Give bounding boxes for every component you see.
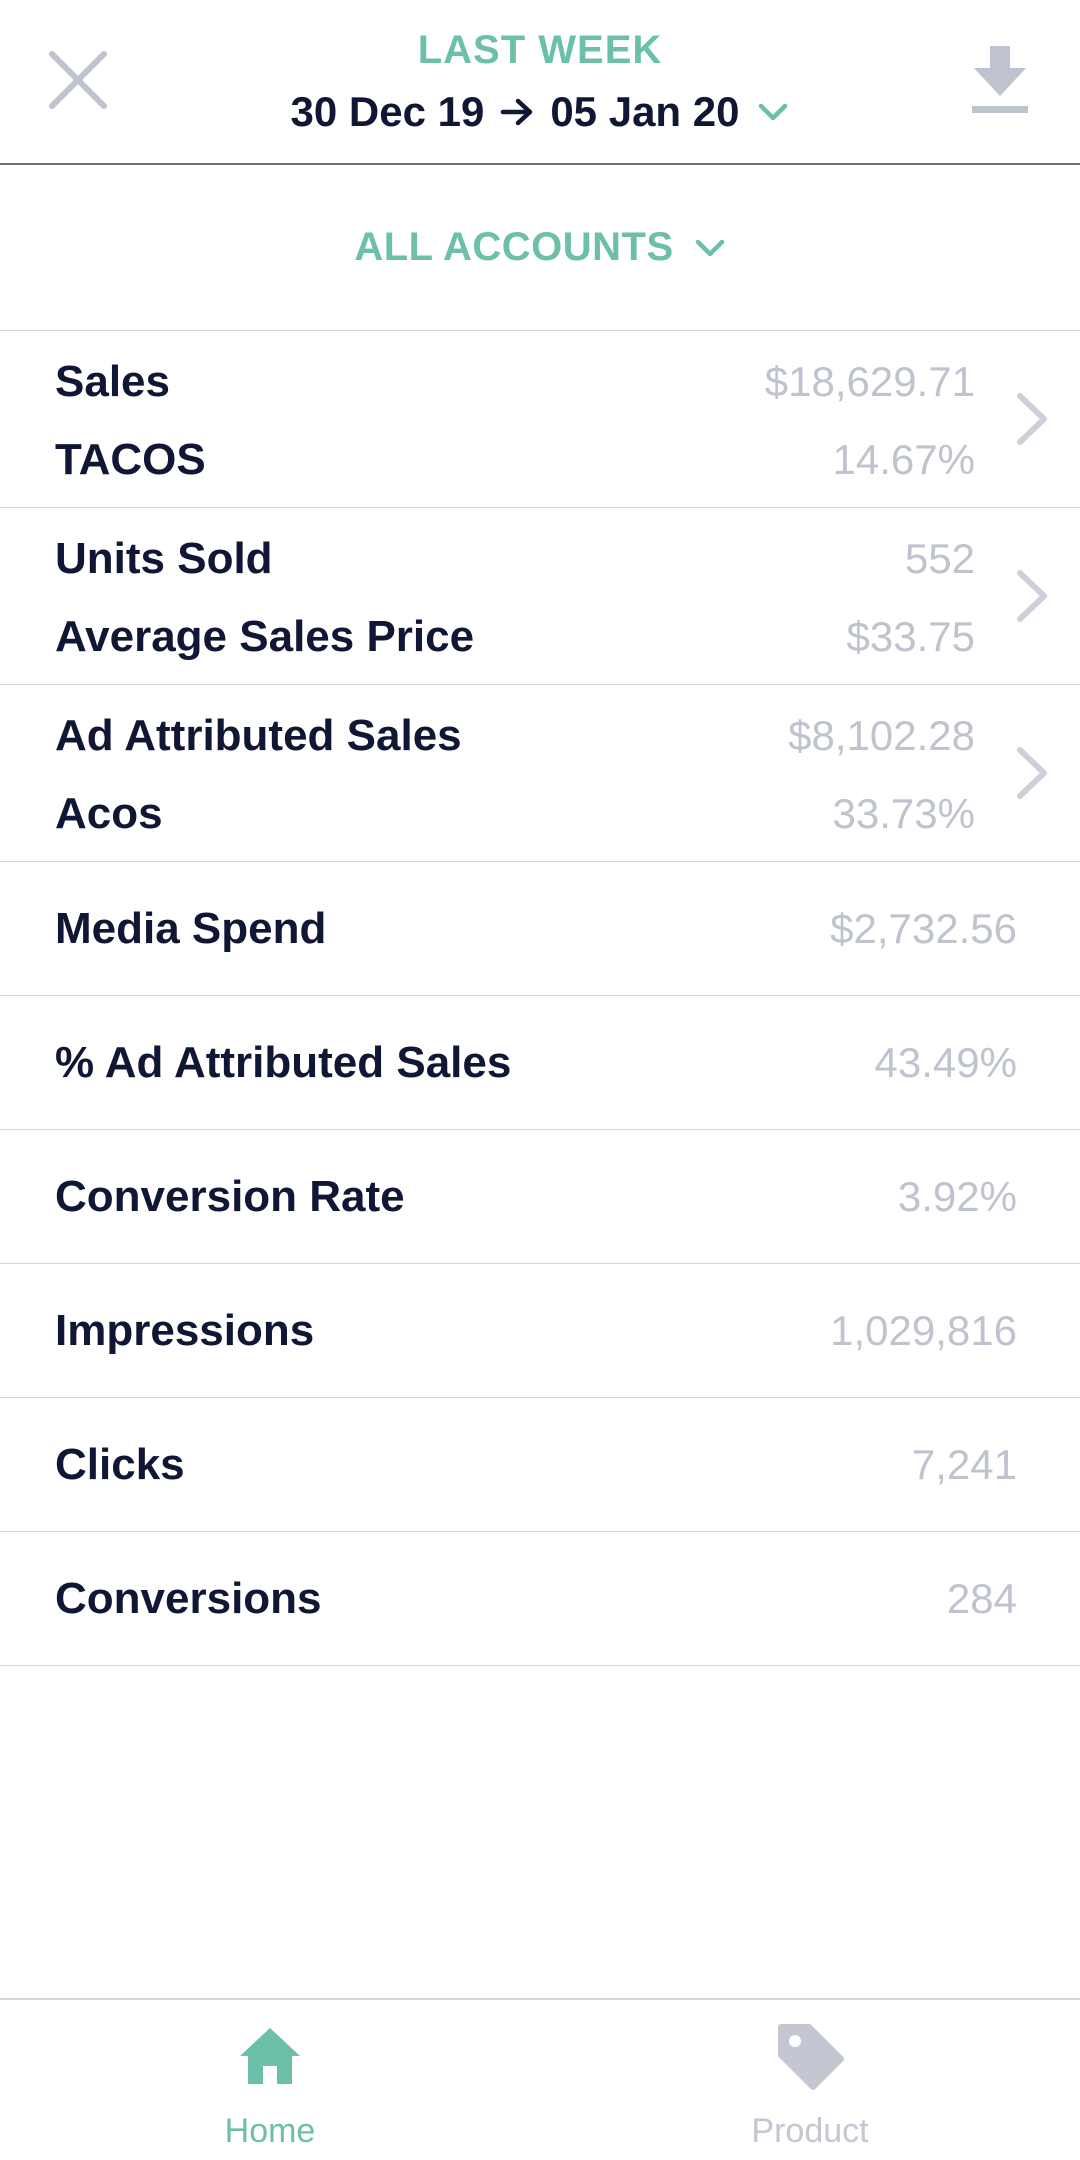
metric-label: Clicks xyxy=(55,1439,185,1489)
metric-value: 552 xyxy=(904,535,975,582)
metric-group-ad-sales[interactable]: Ad Attributed Sales $8,102.28 Acos 33.73… xyxy=(0,685,1080,862)
download-icon xyxy=(972,46,1028,113)
metric-row: Conversions 284 xyxy=(0,1532,1080,1666)
metric-label: Acos xyxy=(55,789,163,838)
chevron-right-icon xyxy=(1008,743,1056,803)
metric-value: $8,102.28 xyxy=(788,712,975,759)
chevron-right-icon xyxy=(1008,566,1056,626)
metric-row: % Ad Attributed Sales 43.49% xyxy=(0,996,1080,1130)
metric-label: Media Spend xyxy=(55,903,327,953)
metric-value: 33.73% xyxy=(832,790,975,837)
metric-label: Average Sales Price xyxy=(55,612,475,661)
metric-row: Conversion Rate 3.92% xyxy=(0,1130,1080,1264)
metric-label: Ad Attributed Sales xyxy=(55,711,462,760)
metric-label: Sales xyxy=(55,357,170,406)
metric-row: Media Spend $2,732.56 xyxy=(0,862,1080,996)
metric-row: Impressions 1,029,816 xyxy=(0,1264,1080,1398)
metric-label: Units Sold xyxy=(55,534,273,583)
metric-group-sales[interactable]: Sales $18,629.71 TACOS 14.67% xyxy=(0,331,1080,508)
download-button[interactable] xyxy=(960,40,1040,120)
tab-home[interactable]: Home xyxy=(0,2000,540,2160)
tab-home-label: Home xyxy=(224,2112,316,2150)
date-range-selector[interactable]: 30 Dec 19 05 Jan 20 xyxy=(0,88,1080,136)
metric-value: 284 xyxy=(946,1574,1017,1622)
close-icon xyxy=(49,51,107,109)
period-label: LAST WEEK xyxy=(417,28,663,72)
metric-value: $18,629.71 xyxy=(764,358,975,405)
tab-product[interactable]: Product xyxy=(540,2000,1080,2160)
home-icon xyxy=(232,2018,308,2094)
header: LAST WEEK 30 Dec 19 05 Jan 20 xyxy=(0,0,1080,165)
chevron-down-icon xyxy=(757,101,789,123)
metric-label: Impressions xyxy=(55,1305,315,1355)
date-end: 05 Jan 20 xyxy=(550,88,740,135)
metric-value: 7,241 xyxy=(911,1440,1017,1488)
accounts-selector[interactable]: ALL ACCOUNTS xyxy=(0,165,1080,331)
accounts-label: ALL ACCOUNTS xyxy=(354,225,674,269)
date-start: 30 Dec 19 xyxy=(290,88,485,135)
metric-value: 3.92% xyxy=(897,1172,1017,1220)
metric-value: $33.75 xyxy=(846,613,975,660)
metric-label: Conversion Rate xyxy=(55,1171,405,1221)
metric-value: 14.67% xyxy=(832,436,975,483)
chevron-down-icon xyxy=(694,237,726,259)
arrow-right-icon xyxy=(500,97,534,127)
metric-group-units[interactable]: Units Sold 552 Average Sales Price $33.7… xyxy=(0,508,1080,685)
tag-icon xyxy=(772,2018,848,2094)
metric-value: 1,029,816 xyxy=(830,1306,1017,1354)
metric-label: % Ad Attributed Sales xyxy=(55,1037,512,1087)
chevron-right-icon xyxy=(1008,389,1056,449)
metrics-list: Sales $18,629.71 TACOS 14.67% Units Sold… xyxy=(0,331,1080,1666)
metric-value: $2,732.56 xyxy=(830,904,1017,952)
tab-bar: Home Product xyxy=(0,1998,1080,2160)
metric-row: Clicks 7,241 xyxy=(0,1398,1080,1532)
tab-product-label: Product xyxy=(751,2112,869,2150)
metric-value: 43.49% xyxy=(874,1038,1017,1086)
metric-label: TACOS xyxy=(55,435,206,484)
metric-label: Conversions xyxy=(55,1573,322,1623)
close-button[interactable] xyxy=(40,42,116,118)
